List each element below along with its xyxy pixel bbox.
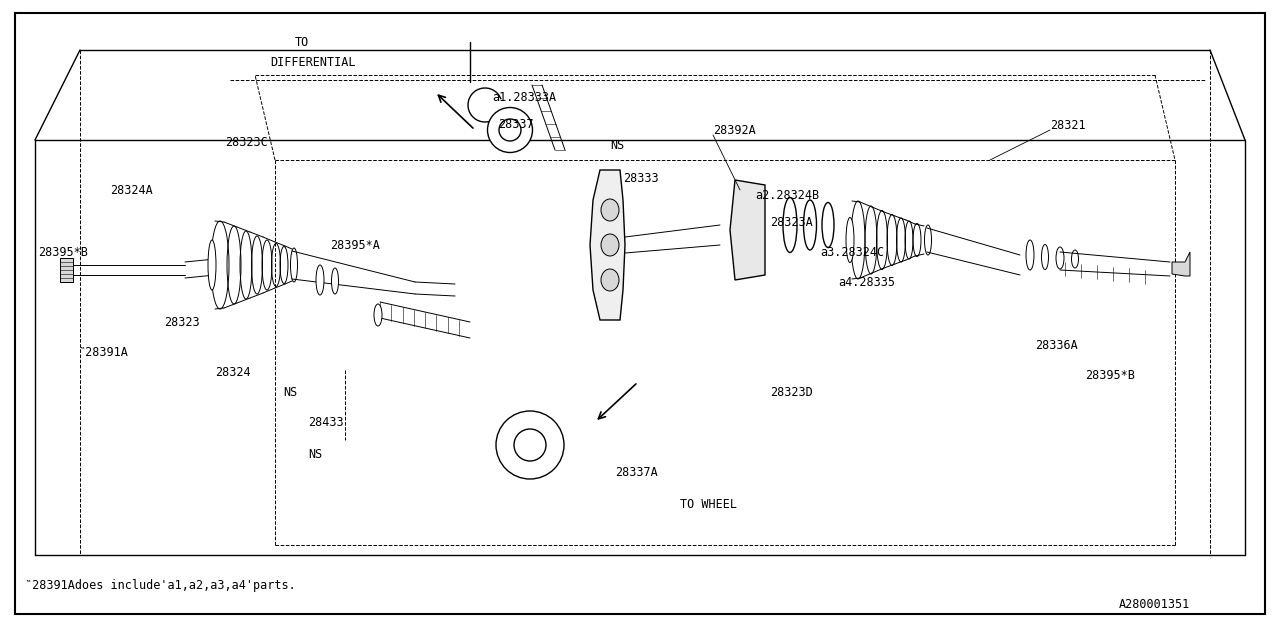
Ellipse shape — [822, 202, 835, 248]
Text: 28395*B: 28395*B — [38, 246, 88, 259]
Text: 28337A: 28337A — [614, 465, 658, 479]
Text: 28395*A: 28395*A — [330, 239, 380, 252]
Ellipse shape — [374, 304, 381, 326]
Text: 28336A: 28336A — [1036, 339, 1078, 351]
Text: A280001351: A280001351 — [1119, 598, 1190, 611]
Ellipse shape — [602, 234, 620, 256]
Ellipse shape — [924, 225, 932, 255]
Ellipse shape — [497, 411, 564, 479]
Text: TO WHEEL: TO WHEEL — [680, 499, 737, 511]
Text: 28337: 28337 — [498, 118, 534, 131]
Ellipse shape — [291, 248, 297, 282]
Ellipse shape — [332, 268, 338, 294]
Text: NS: NS — [308, 449, 323, 461]
Text: TO: TO — [294, 35, 310, 49]
Text: ‶28391A: ‶28391A — [78, 346, 128, 358]
Text: a2.28324B: a2.28324B — [755, 189, 819, 202]
Ellipse shape — [1071, 250, 1079, 268]
Text: ‶28391Adoes include'a1,a2,a3,a4'parts.: ‶28391Adoes include'a1,a2,a3,a4'parts. — [26, 579, 296, 591]
Ellipse shape — [804, 200, 817, 250]
Ellipse shape — [499, 119, 521, 141]
Text: 28433: 28433 — [308, 415, 343, 429]
Ellipse shape — [488, 108, 532, 152]
Text: 28323: 28323 — [164, 316, 200, 328]
Polygon shape — [590, 170, 625, 320]
Text: a3.28324C: a3.28324C — [820, 246, 884, 259]
Text: 28323C: 28323C — [225, 136, 268, 148]
Ellipse shape — [316, 265, 324, 295]
Polygon shape — [60, 258, 73, 282]
Polygon shape — [730, 180, 765, 280]
Ellipse shape — [1042, 244, 1048, 269]
Text: 28323D: 28323D — [771, 385, 813, 399]
Text: 28395*B: 28395*B — [1085, 369, 1135, 381]
Text: 28323A: 28323A — [771, 216, 813, 228]
Text: NS: NS — [611, 138, 625, 152]
Ellipse shape — [1056, 247, 1064, 269]
Text: 28321: 28321 — [1050, 118, 1085, 131]
Ellipse shape — [515, 429, 547, 461]
Text: NS: NS — [283, 385, 297, 399]
Text: 28333: 28333 — [623, 172, 659, 184]
Ellipse shape — [209, 240, 216, 290]
Ellipse shape — [1027, 240, 1034, 270]
Text: a4.28335: a4.28335 — [838, 275, 895, 289]
Text: 28324A: 28324A — [110, 184, 152, 196]
Ellipse shape — [846, 218, 854, 262]
Ellipse shape — [602, 199, 620, 221]
Text: DIFFERENTIAL: DIFFERENTIAL — [270, 56, 356, 68]
Ellipse shape — [602, 269, 620, 291]
Ellipse shape — [783, 198, 797, 253]
Text: 28392A: 28392A — [713, 124, 755, 136]
Text: a1.28333A: a1.28333A — [492, 90, 556, 104]
Polygon shape — [1172, 252, 1190, 276]
Text: 28324: 28324 — [215, 365, 251, 378]
